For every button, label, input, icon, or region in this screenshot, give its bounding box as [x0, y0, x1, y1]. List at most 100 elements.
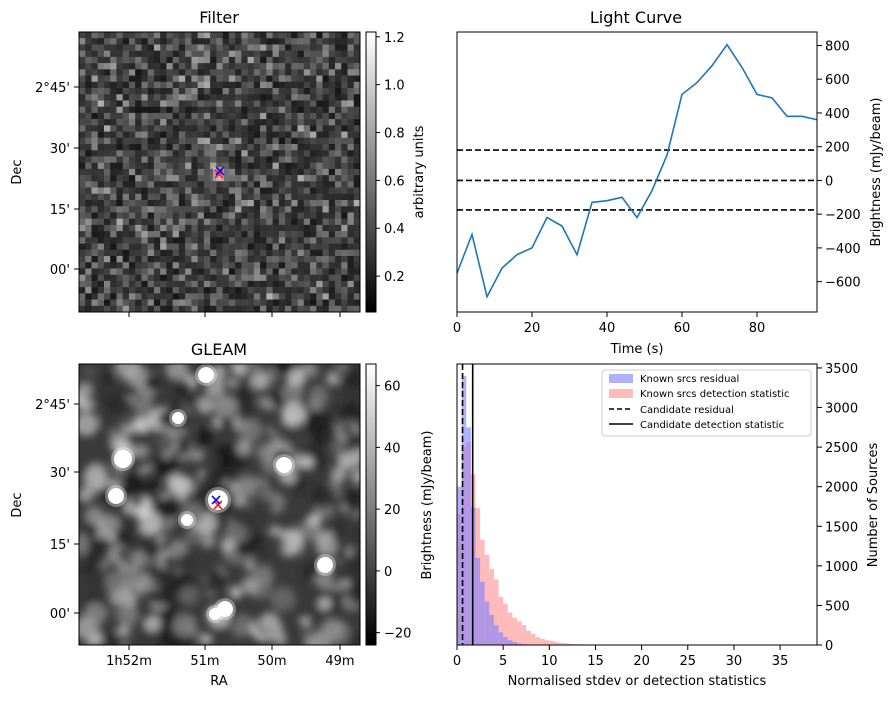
filter-x-ticks	[129, 312, 340, 317]
histogram-ytick-label: 1500	[825, 520, 858, 535]
histogram-xlabel: Normalised stdev or detection statistics	[508, 674, 767, 689]
filter-ylabel: Dec	[10, 159, 25, 184]
gleam-source	[108, 488, 124, 504]
gleam-xtick-label: 51m	[190, 654, 219, 669]
gleam-source	[317, 557, 333, 573]
histogram-ytick-label: 500	[825, 599, 850, 614]
filter-title: Filter	[199, 8, 239, 27]
gleam-colorbar-label: Brightness (mJy/beam)	[420, 431, 435, 580]
lightcurve-title: Light Curve	[590, 8, 682, 27]
gleam-xtick-label: 50m	[257, 654, 286, 669]
gleam-xtick-label: 1h52m	[106, 654, 152, 669]
colorbar-tick-label: 0	[384, 565, 392, 580]
lightcurve-ytick-label: −600	[825, 276, 861, 291]
colorbar-tick-label: 0.2	[384, 270, 405, 285]
legend-swatch-known-detection	[609, 389, 633, 398]
gleam-source	[114, 450, 132, 468]
histogram-bar	[522, 625, 527, 645]
histogram-xtick-label: 20	[633, 654, 650, 669]
histogram-bar	[508, 613, 513, 645]
histogram-xtick-label: 15	[587, 654, 604, 669]
lightcurve-panel: Light Curve 0 20 40 60 80 −600 −400 −200 0 200 40…	[453, 8, 884, 357]
lightcurve-xtick-label: 40	[599, 321, 616, 336]
filter-ytick-label: 2°45'	[35, 81, 70, 96]
gleam-xlabel: RA	[210, 674, 228, 689]
lightcurve-xtick-label: 20	[524, 321, 541, 336]
colorbar-tick-label: 60	[384, 380, 401, 395]
filter-colorbar-ticks: 0.2 0.4 0.6 0.8 1.0 1.2	[376, 31, 405, 285]
lightcurve-y-ticks: −600 −400 −200 0 200 400 600 800	[817, 39, 861, 290]
histogram-xtick-label: 25	[679, 654, 696, 669]
lightcurve-ylabel: Brightness (mJy/beam)	[869, 98, 884, 247]
histogram-bar	[489, 615, 494, 645]
lightcurve-ytick-label: 400	[825, 107, 850, 122]
histogram-bar	[512, 618, 517, 645]
histogram-ytick-label: 2000	[825, 481, 858, 496]
gleam-image	[72, 354, 371, 657]
gleam-colorbar	[366, 364, 376, 645]
histogram-bar	[485, 601, 490, 645]
lightcurve-xlabel: Time (s)	[610, 342, 664, 357]
colorbar-tick-label: 1.0	[384, 79, 405, 94]
legend-label-known-detection: Known srcs detection statistic	[640, 389, 789, 400]
gleam-ylabel: Dec	[10, 492, 25, 517]
lightcurve-hlines	[457, 150, 817, 210]
legend-label-candidate-residual: Candidate residual	[640, 405, 734, 416]
filter-colorbar-label: arbitrary units	[412, 125, 427, 218]
gleam-xtick-label: 49m	[325, 654, 354, 669]
gleam-source	[276, 457, 292, 473]
gleam-ytick-label: 00'	[50, 607, 70, 622]
gleam-x-ticks: 1h52m 51m 50m 49m	[106, 645, 354, 669]
histogram-x-ticks: 0 5 10 15 20 25 30 35	[453, 645, 788, 669]
lightcurve-ytick-label: −400	[825, 242, 861, 257]
gleam-source	[208, 490, 228, 510]
histogram-bar	[499, 632, 504, 645]
colorbar-tick-label: −20	[384, 627, 411, 642]
gleam-source	[181, 514, 193, 526]
histogram-bar	[540, 639, 545, 645]
filter-ytick-label: 15'	[50, 203, 70, 218]
histogram-bar	[508, 640, 513, 645]
histogram-ytick-label: 2500	[825, 441, 858, 456]
colorbar-tick-label: 20	[384, 503, 401, 518]
gleam-source	[209, 608, 221, 620]
histogram-ytick-label: 1000	[825, 560, 858, 575]
colorbar-tick-label: 1.2	[384, 31, 405, 46]
lightcurve-ytick-label: 200	[825, 141, 850, 156]
filter-ytick-label: 30'	[50, 142, 70, 157]
legend-swatch-known-residual	[609, 374, 633, 383]
gleam-y-ticks: 2°45'30'15'00'	[35, 398, 79, 622]
histogram-ytick-label: 0	[825, 639, 833, 654]
colorbar-tick-label: 0.8	[384, 127, 405, 142]
lightcurve-ytick-label: 600	[825, 73, 850, 88]
histogram-bar	[494, 625, 499, 645]
histogram-xtick-label: 5	[499, 654, 507, 669]
histogram-bar	[480, 582, 485, 645]
gleam-source	[198, 367, 214, 383]
lightcurve-series-line	[457, 45, 817, 297]
histogram-bar	[517, 621, 522, 645]
lightcurve-ytick-label: 0	[825, 174, 833, 189]
lightcurve-xtick-label: 60	[674, 321, 691, 336]
lightcurve-xtick-label: 80	[749, 321, 766, 336]
colorbar-tick-label: 0.4	[384, 222, 405, 237]
histogram-xtick-label: 0	[453, 654, 461, 669]
histogram-bar	[457, 487, 462, 645]
colorbar-tick-label: 0.6	[384, 174, 405, 189]
histogram-xtick-label: 35	[772, 654, 789, 669]
histogram-ylabel: Number of Sources	[866, 443, 881, 568]
histogram-bar	[503, 637, 508, 645]
lightcurve-ytick-label: −200	[825, 208, 861, 223]
filter-panel: Filter 2°45'30'15'00' Dec 0.20.40.60.81.…	[10, 8, 427, 317]
histogram-xtick-label: 10	[541, 654, 558, 669]
lightcurve-ytick-label: 800	[825, 39, 850, 54]
legend-label-known-residual: Known srcs residual	[640, 374, 739, 385]
histogram-bar	[466, 427, 471, 645]
lightcurve-frame	[457, 32, 817, 312]
histogram-xtick-label: 30	[726, 654, 743, 669]
histogram-bar	[475, 558, 480, 645]
legend-label-candidate-detection: Candidate detection statistic	[640, 420, 784, 431]
